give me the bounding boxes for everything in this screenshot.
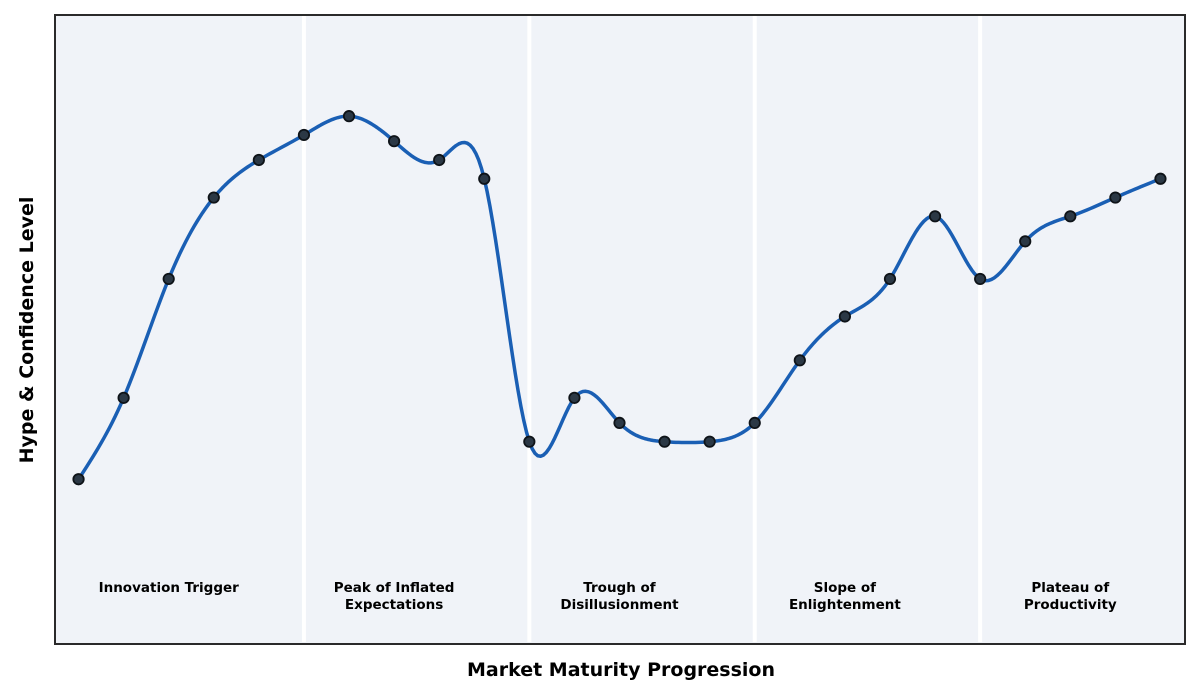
data-point-marker — [72, 473, 85, 486]
data-point-marker — [117, 391, 130, 404]
data-point-marker — [297, 128, 311, 142]
y-axis-label: Hype & Confidence Level — [16, 196, 38, 464]
data-point-marker — [342, 110, 356, 123]
data-point-marker — [433, 153, 446, 167]
data-point-marker — [252, 153, 265, 167]
data-point-marker — [974, 272, 987, 286]
data-point-marker — [1064, 210, 1077, 223]
data-point-marker — [162, 272, 175, 286]
data-point-marker — [793, 354, 806, 367]
data-point-marker — [207, 191, 220, 204]
data-point-marker — [838, 310, 852, 323]
data-point-marker — [703, 435, 716, 448]
phase-label: Trough of Disillusionment — [560, 580, 679, 613]
data-point-marker — [613, 416, 626, 429]
data-point-marker — [748, 416, 761, 429]
data-point-marker — [568, 391, 581, 404]
data-point-marker — [883, 272, 897, 286]
data-point-marker — [478, 172, 491, 185]
data-point-marker — [928, 210, 942, 223]
hype-curve-chart — [72, 16, 1167, 642]
phase-label: Peak of Inflated Expectations — [333, 580, 455, 613]
data-point-marker — [523, 435, 536, 448]
phase-label: Slope of Enlightenment — [788, 580, 901, 613]
x-axis-label: Market Maturity Progression — [466, 659, 776, 681]
data-point-marker — [1109, 191, 1122, 204]
plot-area: Innovation Trigger Peak of Inflated Expec… — [54, 14, 1186, 645]
data-point-marker — [1154, 172, 1167, 185]
data-point-marker — [387, 135, 401, 148]
data-point-marker — [1019, 235, 1032, 248]
phase-label: Innovation Trigger — [98, 580, 239, 596]
data-point-marker — [658, 435, 671, 448]
phase-label: Plateau of Productivity — [1023, 580, 1117, 613]
